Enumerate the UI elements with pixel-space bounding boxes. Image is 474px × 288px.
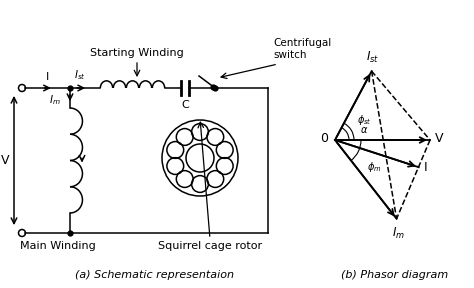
Text: $\phi_{st}$: $\phi_{st}$ xyxy=(357,113,372,127)
Text: V: V xyxy=(435,132,444,145)
Text: (b) Phasor diagram: (b) Phasor diagram xyxy=(341,270,448,280)
Text: Main Winding: Main Winding xyxy=(20,241,96,251)
Text: $I_m$: $I_m$ xyxy=(392,226,405,241)
Text: $I_m$: $I_m$ xyxy=(49,93,61,107)
Text: (a) Schematic representaion: (a) Schematic representaion xyxy=(75,270,235,280)
Text: V: V xyxy=(1,154,9,167)
Text: 0: 0 xyxy=(320,132,328,145)
Text: Centrifugal
switch: Centrifugal switch xyxy=(273,38,331,60)
Text: I: I xyxy=(46,72,49,82)
Text: $\alpha$: $\alpha$ xyxy=(360,125,368,135)
Text: $\phi_m$: $\phi_m$ xyxy=(367,160,382,174)
Text: Starting Winding: Starting Winding xyxy=(90,48,184,58)
Text: C: C xyxy=(181,100,189,110)
Text: Squirrel cage rotor: Squirrel cage rotor xyxy=(158,241,262,251)
Text: $I_{st}$: $I_{st}$ xyxy=(74,68,86,82)
Text: $I_{st}$: $I_{st}$ xyxy=(366,50,379,65)
Text: I: I xyxy=(424,161,428,174)
